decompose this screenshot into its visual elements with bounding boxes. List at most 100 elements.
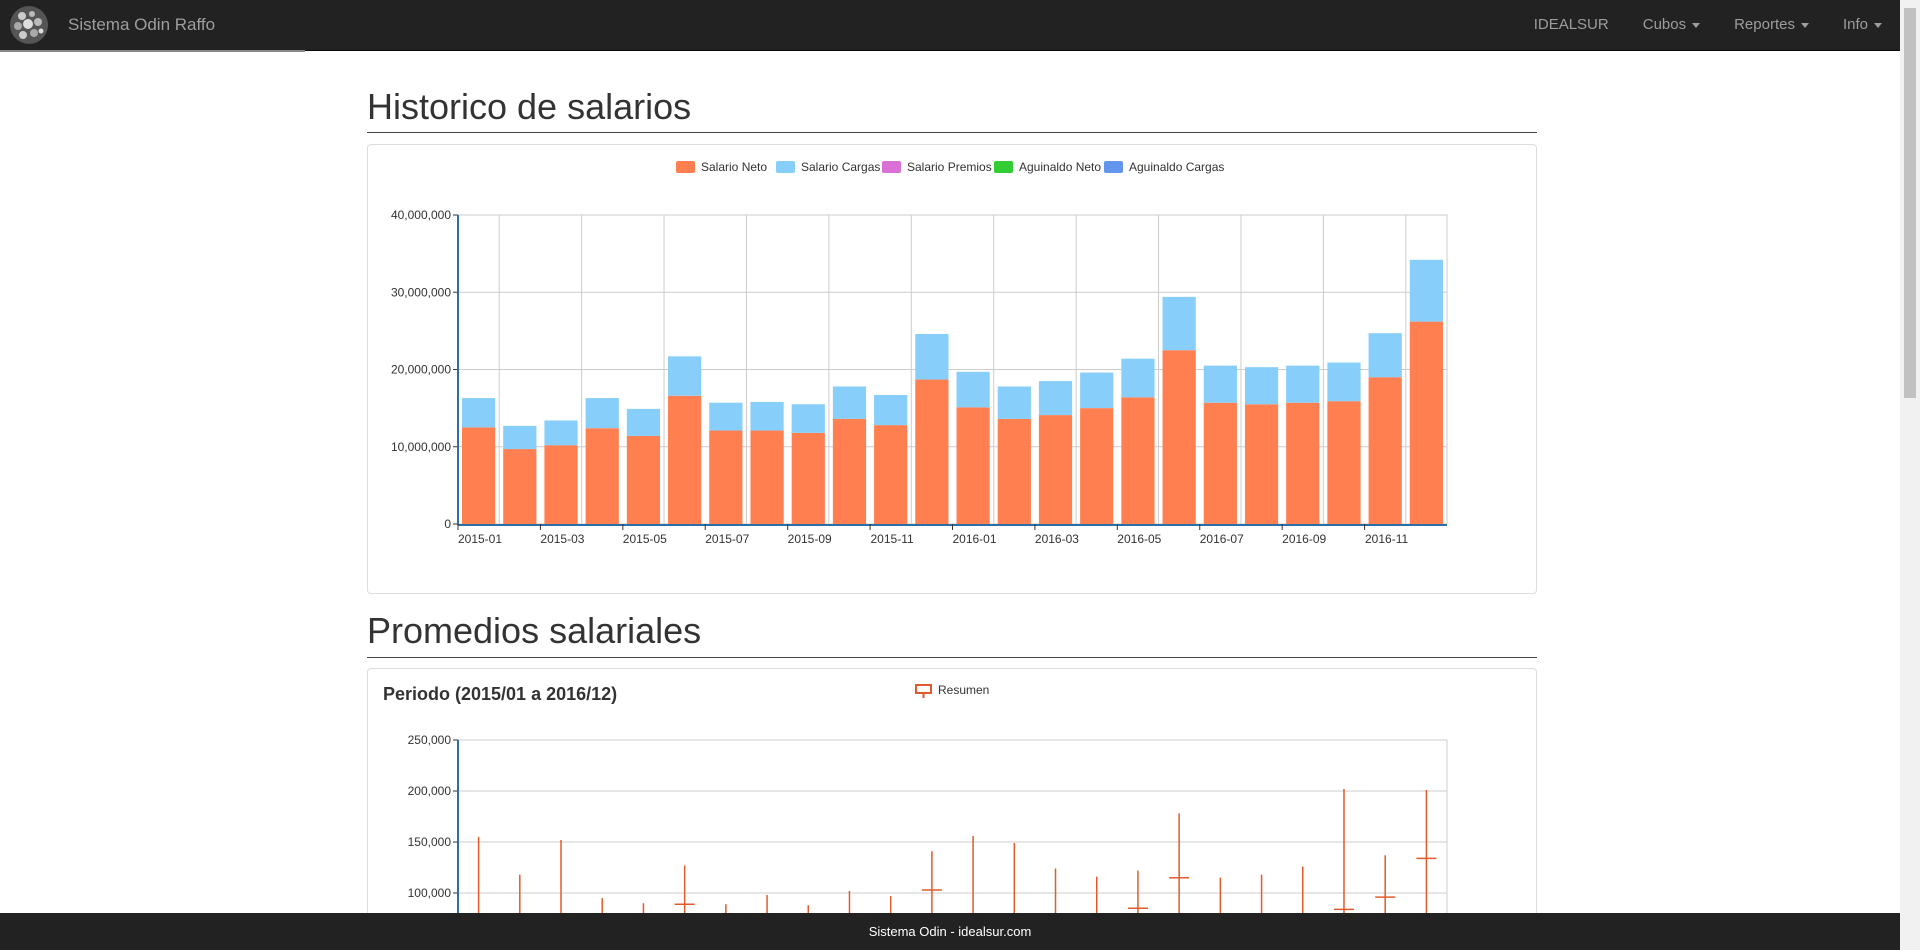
bar-salario-cargas (585, 398, 619, 429)
caret-down-icon (1874, 22, 1882, 28)
legend-label-salario-premios: Salario Premios (907, 160, 992, 174)
bar-salario-cargas (668, 356, 702, 396)
bar-salario-cargas (1080, 372, 1114, 409)
nav-item-reportes[interactable]: Reportes (1717, 0, 1826, 50)
bar-salario-cargas (1244, 367, 1279, 405)
bar-salario-neto (1038, 415, 1073, 524)
nav-menu: IDEALSUR Cubos Reportes Info (1517, 0, 1900, 50)
bar-salario-cargas (1409, 259, 1443, 322)
x-tick-label: 2015-09 (788, 532, 832, 546)
legend-resumen-icon (915, 684, 932, 694)
legend-label-aguinaldo-neto: Aguinaldo Neto (1019, 160, 1101, 174)
bar-salario-neto (750, 430, 784, 524)
legend-swatch-aguinaldo-neto (994, 161, 1013, 173)
caret-down-icon (1800, 22, 1809, 28)
y-tick-label: 100,000 (408, 886, 452, 900)
chart-panel-historico: 0 10,000,000 20,000,000 30,000,000 40,000,00… (367, 144, 1537, 594)
bar-salario-cargas (832, 386, 867, 419)
bar-salario-neto (626, 435, 661, 524)
bar-salario-cargas (626, 408, 661, 436)
bar-salario-cargas (1038, 381, 1073, 416)
y-tick-label: 250,000 (408, 733, 452, 747)
chart-panel-promedios: Periodo (2015/01 a 2016/12) Resumen 100,00… (367, 668, 1537, 928)
bar-salario-cargas (1203, 365, 1237, 403)
bar-salario-cargas (1286, 365, 1320, 403)
scrollbar[interactable] (1900, 0, 1920, 950)
section-title-historico: Historico de salarios (367, 86, 1537, 133)
bar-salario-neto (462, 427, 496, 524)
bar-salario-neto (832, 418, 867, 524)
bar-salario-cargas (1121, 358, 1155, 398)
x-tick-label: 2016-09 (1282, 532, 1326, 546)
bar-salario-neto (1368, 377, 1402, 524)
footer: Sistema Odin - idealsur.com (0, 913, 1900, 950)
bar-salario-cargas (874, 394, 908, 426)
bar-salario-cargas (503, 425, 537, 450)
y-tick-label: 150,000 (408, 835, 452, 849)
x-tick-label: 2015-01 (458, 532, 502, 546)
scrollbar-thumb[interactable] (1904, 8, 1916, 398)
bar-salario-cargas (915, 333, 949, 380)
bar-salario-neto (874, 425, 908, 524)
bar-salario-neto (709, 430, 743, 524)
bar-salario-cargas (791, 404, 825, 433)
nav-label: Info (1842, 16, 1868, 33)
nav-item-cubos[interactable]: Cubos (1626, 0, 1717, 50)
bar-salario-neto (668, 395, 702, 524)
legend-swatch-salario-neto (676, 161, 695, 173)
nav-item-info[interactable]: Info (1826, 0, 1900, 50)
y-tick-label: 40,000,000 (391, 208, 451, 222)
top-navbar: Sistema Odin Raffo IDEALSUR Cubos Report… (0, 0, 1900, 51)
bar-salario-cargas (544, 420, 578, 446)
nav-label: IDEALSUR (1533, 16, 1609, 33)
bar-salario-neto (1203, 402, 1237, 524)
y-tick-label: 20,000,000 (391, 363, 451, 377)
section-title-promedios: Promedios salariales (367, 610, 1537, 658)
legend-label-salario-neto: Salario Neto (701, 160, 767, 174)
bar-salario-neto (1327, 401, 1361, 524)
bar-salario-cargas (1368, 333, 1402, 378)
bar-salario-cargas (1327, 362, 1361, 402)
y-tick-label: 10,000,000 (391, 440, 451, 454)
legend-label-aguinaldo-cargas: Aguinaldo Cargas (1129, 160, 1224, 174)
candlestick-chart: Periodo (2015/01 a 2016/12) Resumen 100,00… (383, 683, 1448, 927)
bar-salario-neto (544, 445, 578, 524)
bar-salario-neto (1080, 408, 1114, 524)
bar-salario-neto (585, 428, 619, 524)
bar-salario-cargas (1162, 296, 1196, 351)
brand-title: Sistema Odin Raffo (68, 15, 216, 34)
legend-label-resumen: Resumen (938, 683, 989, 697)
nav-label: Reportes (1734, 16, 1795, 33)
bar-salario-cargas (956, 371, 990, 408)
bar-salario-cargas (709, 402, 743, 431)
bar-salario-neto (1162, 350, 1196, 524)
bar-salario-neto (1121, 397, 1155, 524)
x-tick-label: 2016-05 (1117, 532, 1161, 546)
bar-salario-neto (1244, 404, 1279, 524)
x-tick-label: 2015-07 (705, 532, 749, 546)
chart-title: Periodo (2015/01 a 2016/12) (383, 684, 617, 704)
brand-logo-icon (10, 6, 48, 44)
x-tick-label: 2016-01 (952, 532, 996, 546)
x-tick-label: 2016-11 (1365, 532, 1408, 546)
nav-item-idealsur[interactable]: IDEALSUR (1517, 0, 1626, 50)
y-tick-label: 200,000 (408, 784, 452, 798)
nav-label: Cubos (1642, 16, 1687, 33)
x-tick-label: 2016-03 (1035, 532, 1079, 546)
footer-text: Sistema Odin - idealsur.com (868, 924, 1032, 939)
bar-salario-neto (997, 418, 1031, 524)
bar-salario-neto (503, 449, 537, 524)
bar-salario-neto (915, 379, 949, 524)
bar-salario-neto (791, 432, 825, 524)
x-tick-label: 2015-03 (540, 532, 584, 546)
brand[interactable]: Sistema Odin Raffo (8, 4, 215, 46)
legend-label-salario-cargas: Salario Cargas (801, 160, 880, 174)
x-tick-label: 2015-11 (871, 532, 914, 546)
x-tick-label: 2016-07 (1200, 532, 1244, 546)
bar-salario-cargas (750, 401, 784, 431)
bar-salario-neto (956, 407, 990, 524)
bar-salario-neto (1409, 321, 1443, 524)
loading-bar (0, 50, 305, 52)
legend-swatch-aguinaldo-cargas (1104, 161, 1123, 173)
bar-salario-cargas (997, 386, 1031, 419)
